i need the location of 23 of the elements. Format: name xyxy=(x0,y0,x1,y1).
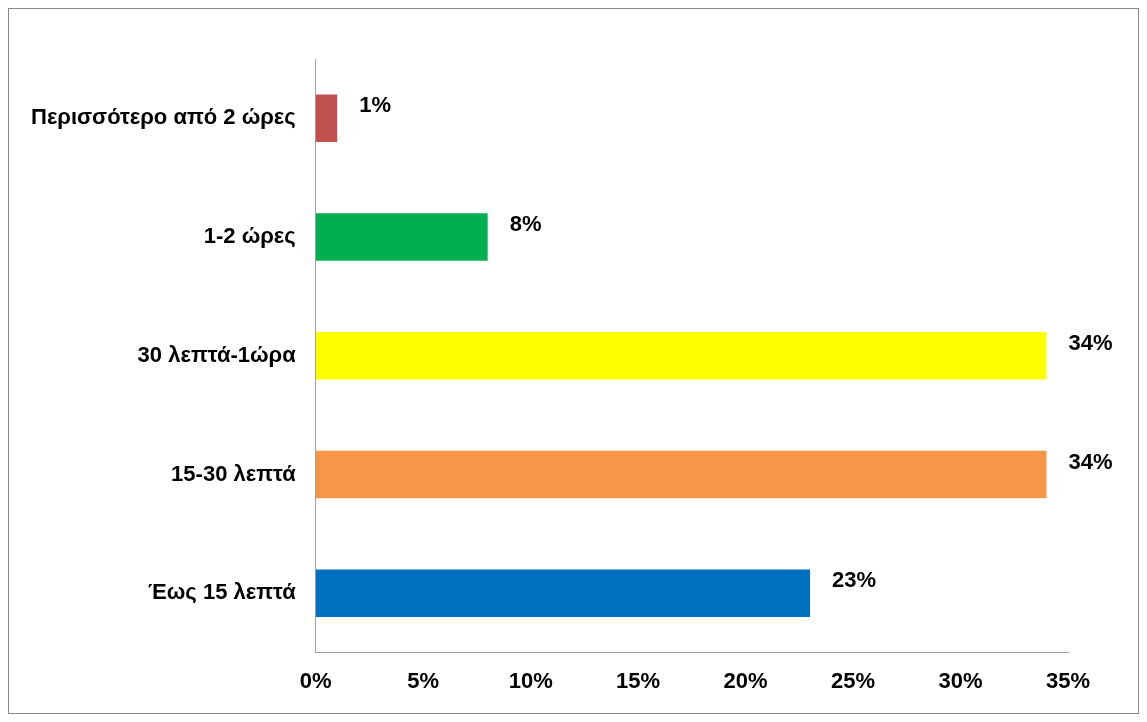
x-tick-label: 25% xyxy=(831,667,876,693)
y-tick-label: 30 λεπτά-1ώρα xyxy=(137,341,297,367)
data-label: 8% xyxy=(509,211,542,237)
data-label: 23% xyxy=(832,567,877,593)
bar xyxy=(315,569,811,617)
bar xyxy=(315,332,1047,380)
data-label: 1% xyxy=(359,92,392,118)
data-label: 34% xyxy=(1068,448,1113,474)
x-tick-label: 30% xyxy=(938,667,983,693)
x-tick-label: 5% xyxy=(407,667,440,693)
bar xyxy=(315,213,488,261)
x-tick-label: 35% xyxy=(1045,667,1091,693)
y-tick-label: Έως 15 λεπτά xyxy=(147,579,297,605)
bar xyxy=(315,94,338,143)
bar xyxy=(315,450,1047,499)
y-tick-label: 1-2 ώρες xyxy=(203,223,296,249)
x-tick-label: 0% xyxy=(299,667,332,693)
y-tick-label: 15-30 λεπτά xyxy=(171,460,297,486)
y-tick-label: Περισσότερο από 2 ώρες xyxy=(30,104,296,130)
x-tick-label: 15% xyxy=(616,667,661,693)
x-tick-label: 10% xyxy=(508,667,553,693)
data-label: 34% xyxy=(1068,329,1113,355)
x-tick-label: 20% xyxy=(723,667,768,693)
